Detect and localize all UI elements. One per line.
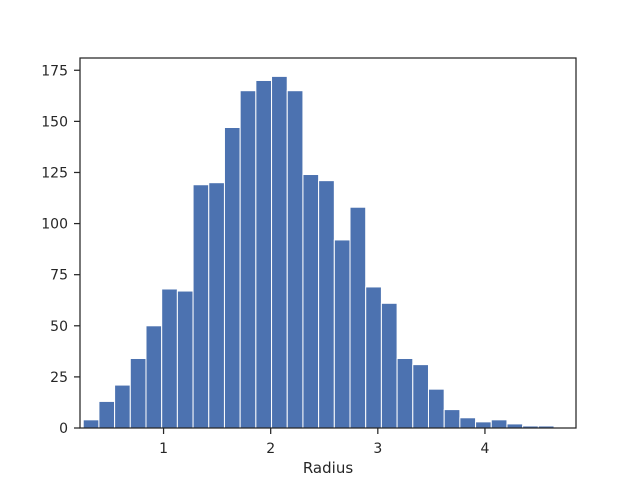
x-tick-label: 4 xyxy=(480,441,489,457)
histogram-bar xyxy=(333,239,351,429)
y-tick-label: 25 xyxy=(50,370,68,386)
histogram-bar xyxy=(396,357,414,429)
y-axis-ticks: 0 25 50 75 100 125 150 175 xyxy=(41,63,80,437)
y-tick-label: 0 xyxy=(59,421,68,437)
y-tick-label: 175 xyxy=(41,63,68,79)
histogram-bar xyxy=(192,184,210,429)
histogram-bar xyxy=(459,417,477,429)
histogram-bar xyxy=(114,384,131,429)
histogram-bar xyxy=(82,419,100,429)
x-tick-label: 1 xyxy=(159,441,168,457)
histogram-bar xyxy=(412,364,429,429)
histogram-bar xyxy=(223,127,241,429)
histogram-bar xyxy=(365,286,382,429)
histogram-bar xyxy=(475,421,492,429)
histogram-bar xyxy=(318,180,335,429)
x-tick-label: 2 xyxy=(266,441,275,457)
y-tick-label: 100 xyxy=(41,217,68,233)
histogram-bar xyxy=(145,325,163,429)
y-tick-label: 125 xyxy=(41,165,68,181)
histogram-bar xyxy=(239,90,257,429)
bars-group xyxy=(82,75,555,429)
histogram-bar xyxy=(176,290,194,429)
histogram-bar xyxy=(380,302,398,429)
histogram-bar xyxy=(129,357,147,429)
histogram-bar xyxy=(427,388,445,429)
y-tick-label: 150 xyxy=(41,114,68,130)
histogram-bar xyxy=(255,79,273,429)
x-axis-label: Radius xyxy=(303,459,353,477)
histogram-bar xyxy=(302,174,320,429)
histogram-bar xyxy=(443,409,461,429)
histogram-bar xyxy=(271,75,288,429)
x-axis-ticks: 1 2 3 4 xyxy=(159,428,489,457)
plot-frame xyxy=(79,57,577,429)
x-tick-label: 3 xyxy=(373,441,382,457)
histogram-bar xyxy=(98,400,116,429)
histogram-bar xyxy=(286,90,304,429)
y-tick-label: 50 xyxy=(50,319,68,335)
histogram-bar xyxy=(349,206,367,429)
histogram-bar xyxy=(208,182,225,429)
histogram-bar xyxy=(161,288,178,429)
y-tick-label: 75 xyxy=(50,268,68,284)
histogram-bar xyxy=(490,419,508,429)
